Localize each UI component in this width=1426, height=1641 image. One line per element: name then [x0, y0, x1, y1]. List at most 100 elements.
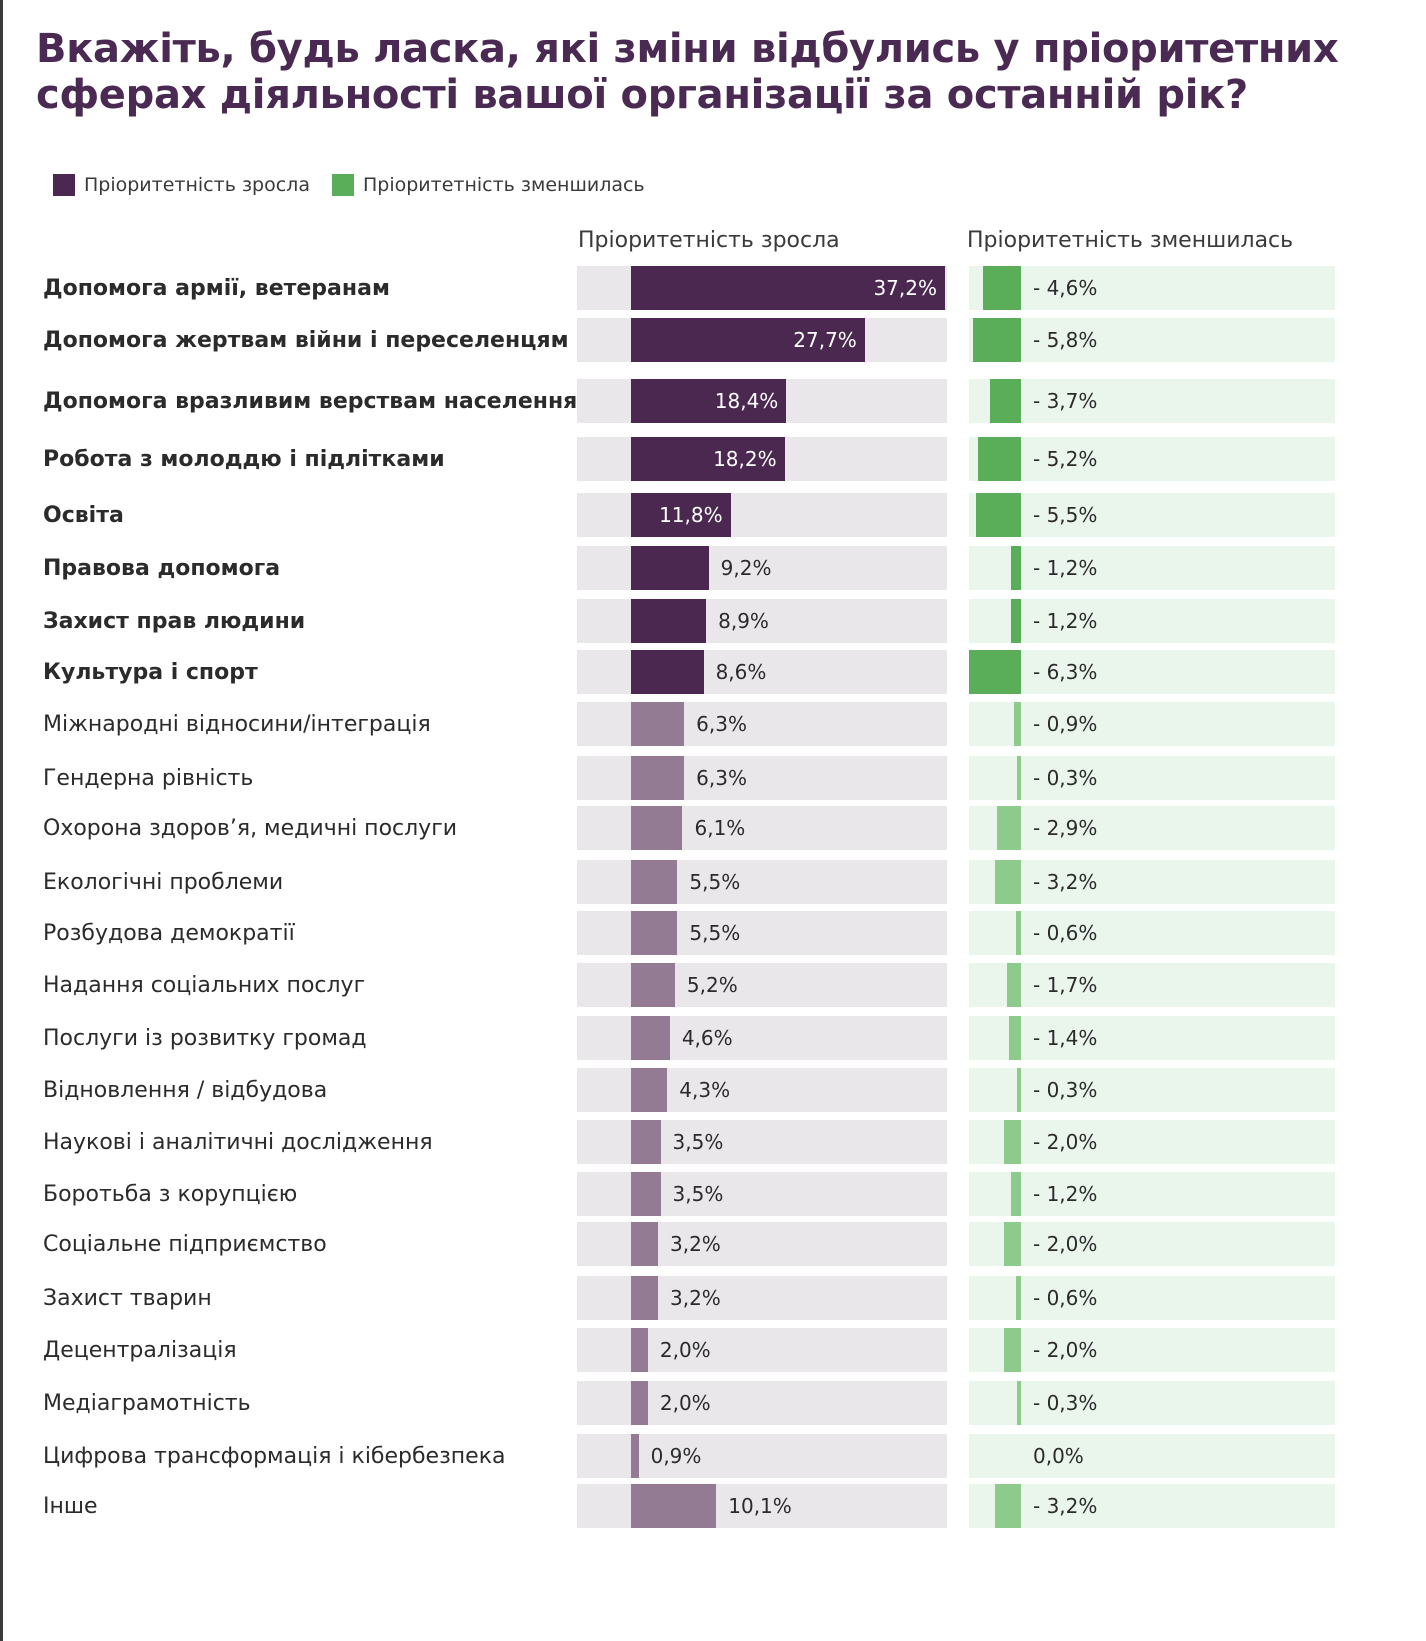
chart-row: Гендерна рівність 6,3% - 0,3%	[3, 756, 1426, 800]
decrease-value-label: - 1,2%	[1033, 1182, 1098, 1206]
increase-value-label: 18,2%	[713, 447, 777, 471]
increase-value-label: 5,2%	[686, 973, 738, 997]
decrease-bar	[975, 493, 1021, 537]
legend-label-increase: Пріоритетність зросла	[84, 174, 310, 196]
decrease-bar	[994, 860, 1021, 904]
chart-row: Робота з молоддю і підлітками 18,2% - 5,2%	[3, 437, 1426, 481]
category-label: Культура і спорт	[43, 659, 258, 685]
chart-row: Правова допомога 9,2% - 1,2%	[3, 546, 1426, 590]
category-label: Послуги із розвитку громад	[43, 1025, 367, 1051]
decrease-value-label: - 0,6%	[1033, 1286, 1098, 1310]
decrease-value-label: - 0,6%	[1033, 921, 1098, 945]
chart-row: Надання соціальних послуг 5,2% - 1,7%	[3, 963, 1426, 1007]
decrease-track: - 0,3%	[969, 756, 1335, 800]
increase-bar	[631, 318, 865, 362]
legend-swatch-decrease	[331, 174, 354, 196]
increase-track: 9,2%	[577, 546, 947, 590]
category-label: Освіта	[43, 502, 124, 528]
decrease-bar	[1013, 702, 1021, 746]
chart-row: Захист прав людини 8,9% - 1,2%	[3, 599, 1426, 643]
chart-row: Допомога армії, ветеранам 37,2% - 4,6%	[3, 266, 1426, 310]
decrease-bar	[983, 266, 1021, 310]
chart-row: Екологічні проблеми 5,5% - 3,2%	[3, 860, 1426, 904]
increase-value-label: 5,5%	[689, 870, 741, 894]
decrease-track: - 2,0%	[969, 1222, 1335, 1266]
increase-value-label: 4,3%	[679, 1078, 731, 1102]
decrease-track: - 2,0%	[969, 1328, 1335, 1372]
chart-row: Освіта 11,8% - 5,5%	[3, 493, 1426, 537]
decrease-track: - 1,7%	[969, 963, 1335, 1007]
decrease-track: 0,0%	[969, 1434, 1335, 1478]
legend: Пріоритетність зросла Пріоритетність зме…	[53, 174, 667, 196]
category-label: Надання соціальних послуг	[43, 972, 366, 998]
decrease-track: - 0,3%	[969, 1381, 1335, 1425]
increase-value-label: 3,5%	[672, 1130, 724, 1154]
decrease-bar	[1011, 599, 1021, 643]
chart-row: Культура і спорт 8,6% - 6,3%	[3, 650, 1426, 694]
increase-value-label: 6,3%	[696, 712, 747, 736]
increase-value-label: 5,5%	[689, 921, 741, 945]
increase-bar	[631, 860, 678, 904]
category-label: Медіаграмотність	[43, 1390, 251, 1416]
decrease-bar	[990, 379, 1021, 423]
increase-bar	[631, 756, 685, 800]
decrease-track: - 5,2%	[969, 437, 1335, 481]
increase-track: 5,2%	[577, 963, 947, 1007]
increase-track: 0,9%	[577, 1434, 947, 1478]
increase-bar	[631, 1484, 717, 1528]
increase-bar	[631, 546, 709, 590]
category-label: Допомога вразливим верствам населення	[43, 388, 578, 414]
decrease-track: - 0,6%	[969, 1276, 1335, 1320]
decrease-value-label: - 3,2%	[1033, 1494, 1098, 1518]
decrease-track: - 1,2%	[969, 1172, 1335, 1216]
increase-bar	[631, 1172, 661, 1216]
increase-track: 6,1%	[577, 806, 947, 850]
category-label: Соціальне підприємство	[43, 1231, 327, 1257]
decrease-value-label: - 0,3%	[1033, 1391, 1098, 1415]
chart-title: Вкажіть, будь ласка, які зміни відбулись…	[36, 26, 1339, 118]
increase-track: 3,2%	[577, 1222, 947, 1266]
increase-value-label: 6,1%	[694, 816, 746, 840]
chart-row: Соціальне підприємство 3,2% - 2,0%	[3, 1222, 1426, 1266]
category-label: Інше	[43, 1493, 98, 1519]
decrease-value-label: - 3,7%	[1033, 389, 1098, 413]
chart-row: Відновлення / відбудова 4,3% - 0,3%	[3, 1068, 1426, 1112]
increase-value-label: 2,0%	[659, 1391, 711, 1415]
category-label: Робота з молоддю і підлітками	[43, 446, 445, 472]
chart-row: Цифрова трансформація і кібербезпека 0,9%…	[3, 1434, 1426, 1478]
increase-track: 10,1%	[577, 1484, 947, 1528]
increase-track: 11,8%	[577, 493, 947, 537]
decrease-value-label: - 0,9%	[1033, 712, 1098, 736]
decrease-value-label: 0,0%	[1033, 1444, 1084, 1468]
increase-track: 6,3%	[577, 756, 947, 800]
category-label: Захист тварин	[43, 1285, 212, 1311]
increase-value-label: 6,3%	[696, 766, 747, 790]
category-label: Правова допомога	[43, 555, 281, 581]
decrease-value-label: - 1,7%	[1033, 973, 1098, 997]
decrease-bar	[978, 437, 1021, 481]
chart-row: Захист тварин 3,2% - 0,6%	[3, 1276, 1426, 1320]
increase-track: 3,5%	[577, 1120, 947, 1164]
increase-track: 6,3%	[577, 702, 947, 746]
increase-track: 4,3%	[577, 1068, 947, 1112]
chart-row: Децентралізація 2,0% - 2,0%	[3, 1328, 1426, 1372]
increase-bar	[631, 1434, 639, 1478]
decrease-value-label: - 0,3%	[1033, 1078, 1098, 1102]
increase-track: 5,5%	[577, 911, 947, 955]
increase-track: 27,7%	[577, 318, 947, 362]
chart-row: Наукові і аналітичні дослідження 3,5% - 2,…	[3, 1120, 1426, 1164]
decrease-value-label: - 5,8%	[1033, 328, 1098, 352]
increase-value-label: 37,2%	[873, 276, 937, 300]
category-label: Захист прав людини	[43, 608, 306, 634]
decrease-value-label: - 2,9%	[1033, 816, 1098, 840]
increase-track: 2,0%	[577, 1381, 947, 1425]
category-label: Допомога жертвам війни і переселенцям	[43, 327, 569, 353]
category-label: Розбудова демократії	[43, 920, 295, 946]
decrease-track: - 3,2%	[969, 860, 1335, 904]
decrease-track: - 3,7%	[969, 379, 1335, 423]
increase-bar	[631, 911, 678, 955]
increase-bar	[631, 266, 945, 310]
decrease-bar	[1009, 1016, 1021, 1060]
decrease-value-label: - 0,3%	[1033, 766, 1098, 790]
category-label: Наукові і аналітичні дослідження	[43, 1129, 433, 1155]
